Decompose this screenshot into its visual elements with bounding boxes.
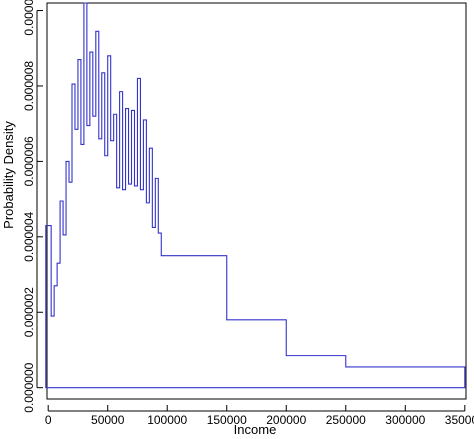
axes: 0 50000 100000 150000 200000 250000 300000 3500… [22, 0, 474, 427]
y-tick-label: 0.000008 [22, 61, 36, 111]
x-tick-label: 0 [45, 413, 52, 427]
x-tick-label: 50000 [91, 413, 125, 427]
plot-frame [46, 2, 467, 400]
y-tick-label: 0.000000 [22, 362, 36, 412]
x-tick-label: 150000 [207, 413, 247, 427]
y-tick-label: 0.000010 [22, 0, 36, 36]
x-axis-label: Income [234, 422, 277, 437]
x-tick-label: 350000 [445, 413, 474, 427]
x-tick-label: 300000 [385, 413, 425, 427]
y-axis-label: Probability Density [1, 121, 16, 229]
x-tick-label: 100000 [147, 413, 187, 427]
x-tick-label: 200000 [266, 413, 306, 427]
y-tick-label: 0.000006 [22, 136, 36, 186]
x-tick-label: 250000 [326, 413, 366, 427]
y-tick-label: 0.000002 [22, 287, 36, 337]
density-polygon [45, 2, 466, 389]
y-tick-label: 0.000004 [22, 211, 36, 261]
density-polygon-group [45, 2, 466, 389]
